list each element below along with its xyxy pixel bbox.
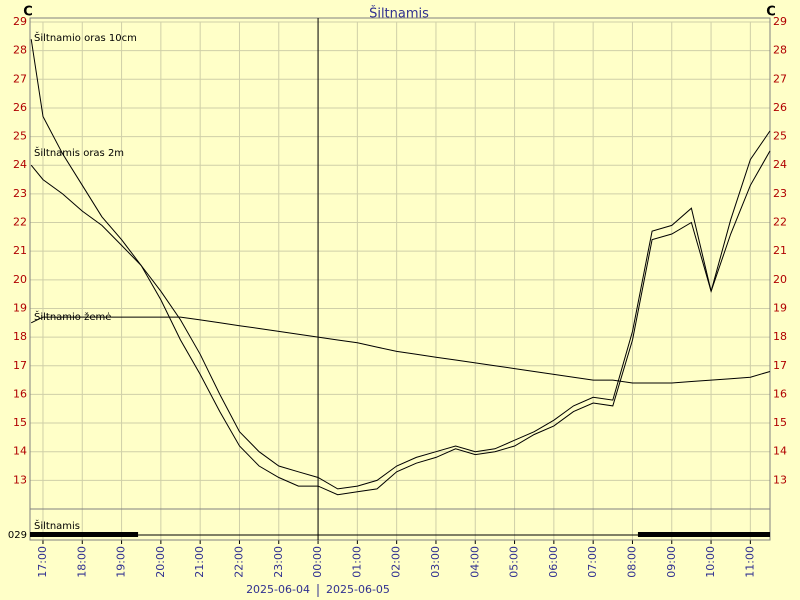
y-tick-label: 17: [773, 359, 787, 372]
y-tick-label: 22: [773, 216, 787, 229]
x-tick-label: 09:00: [665, 546, 678, 578]
series-label: Šiltnamio oras 10cm: [34, 31, 137, 44]
x-tick-label: 03:00: [429, 546, 442, 578]
y-tick-label: 20: [773, 273, 787, 286]
y-tick-label: 20: [13, 273, 27, 286]
series-label: Šiltnamio žemė: [34, 310, 111, 323]
y-tick-label: 19: [773, 301, 787, 314]
y-tick-label: 16: [773, 387, 787, 400]
y-unit-right: C: [766, 5, 776, 20]
y-tick-label: 21: [773, 244, 787, 257]
y-tick-label: 18: [13, 330, 27, 343]
y-tick-label: 17: [13, 359, 27, 372]
y-tick-label: 24: [773, 158, 787, 171]
y-tick-label: 27: [773, 72, 787, 85]
x-tick-label: 10:00: [704, 546, 717, 578]
x-tick-label: 18:00: [75, 546, 88, 578]
y-tick-label: 24: [13, 158, 27, 171]
y-tick-label: 28: [773, 44, 787, 57]
series-line: [30, 316, 771, 384]
series-label: Šiltnamis oras 2m: [34, 146, 124, 159]
y-tick-label: 15: [13, 416, 27, 429]
y-tick-label: 23: [773, 187, 787, 200]
x-tick-label: 11:00: [743, 546, 756, 578]
y-tick-label: 13: [773, 473, 787, 486]
y-tick-label: 18: [773, 330, 787, 343]
y-tick-label: 14: [773, 445, 787, 458]
y-tick-label: 14: [13, 445, 27, 458]
y-tick-label: 29: [13, 15, 27, 28]
y-tick-label: 23: [13, 187, 27, 200]
x-tick-label: 08:00: [625, 546, 638, 578]
y-tick-label: 26: [13, 101, 27, 114]
x-tick-label: 06:00: [547, 546, 560, 578]
y-tick-label: 27: [13, 72, 27, 85]
series-line: [30, 39, 771, 490]
x-tick-label: 01:00: [350, 546, 363, 578]
x-tick-label: 19:00: [115, 546, 128, 578]
status-label: Šiltnamis: [34, 519, 80, 532]
x-tick-label: 23:00: [272, 546, 285, 578]
status-code: 029: [8, 530, 27, 541]
y-tick-label: 22: [13, 216, 27, 229]
series-line: [30, 150, 771, 496]
x-tick-label: 22:00: [232, 546, 245, 578]
y-tick-label: 21: [13, 244, 27, 257]
date-label: 2025-06-05: [326, 583, 390, 596]
y-tick-label: 25: [773, 130, 787, 143]
y-tick-label: 13: [13, 473, 27, 486]
y-tick-label: 19: [13, 301, 27, 314]
y-tick-label: 25: [13, 130, 27, 143]
x-tick-label: 04:00: [468, 546, 481, 578]
chart-title: Šiltnamis: [369, 6, 429, 22]
y-tick-label: 29: [773, 15, 787, 28]
x-tick-label: 05:00: [508, 546, 521, 578]
y-tick-label: 15: [773, 416, 787, 429]
x-tick-label: 02:00: [390, 546, 403, 578]
y-tick-label: 16: [13, 387, 27, 400]
y-tick-label: 28: [13, 44, 27, 57]
plot-frame: [29, 17, 771, 541]
date-label: 2025-06-04: [246, 583, 310, 596]
status-bar: [637, 532, 770, 537]
x-tick-label: 07:00: [586, 546, 599, 578]
y-tick-label: 26: [773, 101, 787, 114]
x-tick-label: 21:00: [193, 546, 206, 578]
x-tick-label: 20:00: [154, 546, 167, 578]
x-tick-label: 00:00: [311, 546, 324, 578]
x-tick-label: 17:00: [36, 546, 49, 578]
y-unit-left: C: [23, 5, 33, 20]
status-bar: [30, 532, 139, 537]
